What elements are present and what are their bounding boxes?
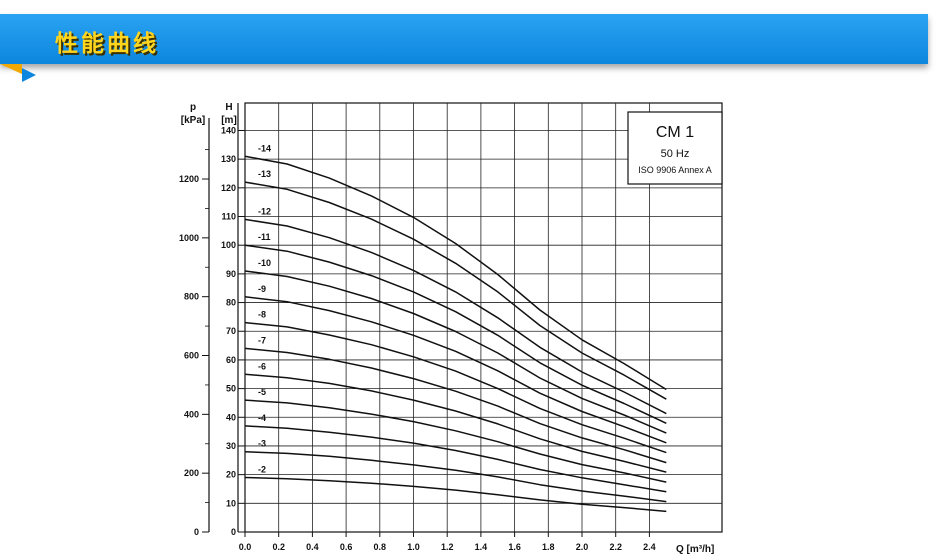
- x-tick-label: 1.6: [508, 542, 521, 552]
- legend-model: CM 1: [656, 124, 694, 141]
- curve-stage-2: [244, 476, 667, 513]
- y2-tick-label: 1200: [179, 174, 199, 184]
- chart-curve-labels: -14 -13 -12 -11 -10 -9 -8 -7 -6 -5 -4 -3 -2: [258, 143, 271, 474]
- x-tick-label: 0.0: [239, 542, 252, 552]
- x-tick-label: 1.0: [407, 542, 420, 552]
- curve-label: -4: [258, 413, 266, 423]
- curve-label: -6: [258, 361, 266, 371]
- curve-stage-12: [244, 218, 667, 415]
- chart-curves: [244, 155, 667, 513]
- y-tick-label: 50: [226, 384, 236, 394]
- curve-label: -11: [258, 232, 271, 242]
- curve-label: -3: [258, 439, 266, 449]
- legend-frequency: 50 Hz: [661, 148, 690, 160]
- x-tick-label: 2.2: [609, 542, 622, 552]
- x-axis-label: Q [m³/h]: [676, 544, 714, 555]
- curve-label: -12: [258, 206, 271, 216]
- y-tick-label: 130: [221, 154, 236, 164]
- x-tick-label: 0.8: [374, 542, 387, 552]
- y-tick-label: 120: [221, 183, 236, 193]
- x-tick-label: 2.4: [643, 542, 656, 552]
- curve-label: -5: [258, 387, 266, 397]
- x-tick-label: 1.2: [441, 542, 454, 552]
- curve-stage-10: [244, 270, 667, 434]
- x-axis-flow: 0.0 0.2 0.4 0.6 0.8 1.0 1.2 1.4 1.6 1.8 2.0 2.2 2.4: [239, 532, 656, 552]
- y-tick-label: 140: [221, 125, 236, 135]
- banner-arrow-icon: [22, 68, 36, 82]
- x-tick-label: 1.8: [542, 542, 555, 552]
- section-banner: 性能曲线: [0, 14, 928, 64]
- y-tick-label: 100: [221, 240, 236, 250]
- y2-axis-unit: [kPa]: [181, 115, 205, 126]
- y-axis-pressure: 0 200 400 600 800 1000 1200: [179, 118, 210, 537]
- curve-label: -7: [258, 335, 266, 345]
- y-tick-label: 30: [226, 441, 236, 451]
- y-axis-unit: [m]: [221, 115, 237, 126]
- y2-tick-label: 800: [184, 292, 199, 302]
- curve-label: -2: [258, 465, 266, 475]
- curve-stage-11: [244, 244, 667, 424]
- banner-fold-decoration: [0, 64, 22, 74]
- curve-stage-13: [244, 181, 667, 400]
- curve-label: -13: [258, 169, 271, 179]
- y-tick-label: 20: [226, 470, 236, 480]
- y2-tick-label: 200: [184, 468, 199, 478]
- legend-box: [627, 111, 723, 185]
- x-tick-label: 2.0: [576, 542, 589, 552]
- x-tick-label: 0.4: [306, 542, 319, 552]
- y2-tick-label: 1000: [179, 233, 199, 243]
- curve-label: -8: [258, 310, 266, 320]
- y-axis-label-symbol: H: [225, 102, 232, 113]
- y-tick-label: 0: [231, 527, 236, 537]
- y2-tick-label: 0: [194, 527, 199, 537]
- y-tick-label: 70: [226, 326, 236, 336]
- y-tick-label: 110: [221, 212, 236, 222]
- y-tick-label: 10: [226, 498, 236, 508]
- curve-stage-4: [244, 425, 667, 493]
- y2-tick-label: 600: [184, 351, 199, 361]
- curve-stage-14: [244, 155, 667, 391]
- curve-label: -14: [258, 143, 271, 153]
- section-title: 性能曲线: [55, 31, 159, 57]
- curve-stage-7: [244, 347, 667, 464]
- y-tick-label: 60: [226, 355, 236, 365]
- curve-stage-5: [244, 399, 667, 483]
- curve-label: -10: [258, 258, 271, 268]
- x-tick-label: 0.2: [272, 542, 285, 552]
- curve-stage-8: [244, 321, 667, 454]
- x-tick-label: 1.4: [475, 542, 488, 552]
- curve-stage-3: [244, 450, 667, 503]
- y-tick-label: 90: [226, 269, 236, 279]
- legend-standard: ISO 9906 Annex A: [638, 165, 712, 175]
- curve-label: -9: [258, 284, 266, 294]
- y-tick-label: 40: [226, 412, 236, 422]
- y-axis-head: 0 10 20 30 40 50 60 70 80 90 100 110 120 130 140: [221, 103, 245, 537]
- y2-tick-label: 400: [184, 409, 199, 419]
- curve-stage-9: [244, 296, 667, 444]
- y2-axis-label-symbol: p: [190, 102, 196, 113]
- y-tick-label: 80: [226, 298, 236, 308]
- curve-stage-6: [244, 373, 667, 473]
- plot-frame: [244, 102, 723, 533]
- x-tick-label: 0.6: [340, 542, 353, 552]
